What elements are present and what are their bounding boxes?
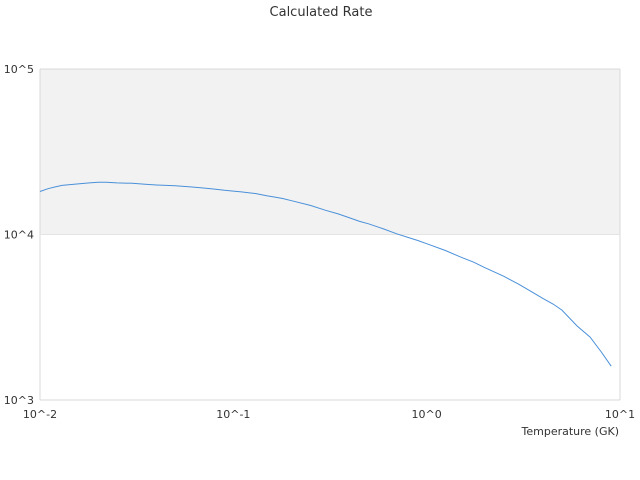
x-tick-label: 10^0 — [412, 408, 442, 421]
x-tick-label: 10^1 — [605, 408, 635, 421]
chart-title: Calculated Rate — [270, 5, 373, 20]
y-tick-label: 10^5 — [4, 63, 34, 76]
y-tick-label: 10^4 — [4, 229, 34, 242]
plot-area: 10^3 10^4 10^5 10^-2 10^-1 10^0 10^1 — [4, 63, 635, 421]
y-tick-label: 10^3 — [4, 394, 34, 407]
series-line — [39, 181, 612, 367]
x-axis-title: Temperature (GK) — [521, 425, 620, 438]
shaded-band — [40, 69, 620, 235]
x-tick-label: 10^-2 — [23, 408, 57, 421]
x-tick-label: 10^-1 — [216, 408, 250, 421]
